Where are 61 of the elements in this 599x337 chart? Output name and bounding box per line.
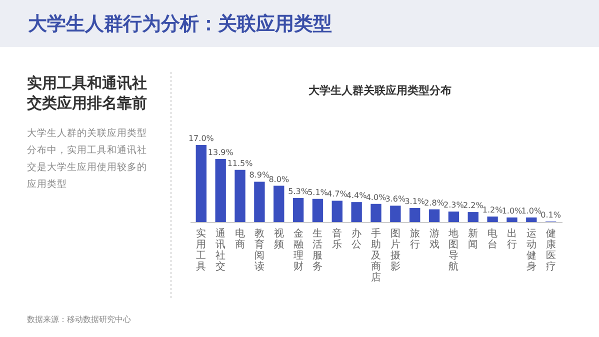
bar: [234, 170, 246, 222]
data-label: 2.8%: [424, 198, 445, 208]
data-label: 11.5%: [227, 158, 254, 168]
bar: [196, 145, 207, 222]
source-note: 数据来源：移动数据研究中心: [27, 315, 131, 324]
bar: [410, 208, 420, 222]
x-tick-label: 通讯社交: [216, 228, 226, 272]
text: 实用工具和通讯社交类应用排名靠前: [26, 74, 147, 112]
bar: [390, 206, 401, 222]
x-tick-label: 金融理财: [293, 228, 304, 272]
x-tick-label: 教育阅读: [254, 228, 264, 272]
bar: [526, 217, 537, 222]
data-label: 8.0%: [268, 174, 290, 184]
chart-title: 大学生人群行为分析：关联应用类型: [28, 13, 332, 35]
bar: [428, 209, 440, 222]
data-label: 0.1%: [540, 210, 562, 220]
data-label: 4.7%: [326, 190, 348, 199]
data-label: 17.0%: [188, 134, 214, 143]
bar: [292, 198, 304, 222]
data-label: 1.0%: [521, 206, 542, 216]
bar: [274, 186, 284, 222]
x-tick-label: 旅行: [410, 228, 420, 250]
x-tick-label: 运动健身: [526, 228, 536, 272]
bar: [370, 204, 382, 222]
x-tick-label: 办公: [352, 228, 362, 250]
x-tick-label: 地图导航: [448, 228, 459, 272]
data-label: 2.3%: [444, 200, 464, 210]
x-tick-label: 新闻: [468, 228, 478, 250]
bar: [312, 198, 324, 222]
x-tick-label: 出行: [506, 228, 517, 250]
data-label: 5.1%: [308, 188, 328, 197]
chart-subtitle: 大学生人群关联应用类型分布: [308, 84, 452, 97]
x-tick-label: 实用工具: [196, 228, 206, 272]
data-label: 4.0%: [366, 192, 387, 202]
data-label: 3.6%: [385, 194, 406, 204]
x-tick-label: 手助及商店: [371, 228, 381, 284]
x-tick-label: 视频: [274, 228, 284, 250]
x-tick-label: 电台: [488, 228, 498, 250]
data-label: 8.9%: [249, 170, 270, 180]
x-tick-label: 图片摄影: [390, 228, 400, 272]
bar: [468, 212, 478, 222]
data-label: 5.3%: [288, 186, 309, 196]
text: 大学生人群的关联应用类型分布中，实用工具和通讯社交是大学生应用使用较多的应用类型: [27, 127, 147, 190]
bar: [254, 182, 265, 222]
bar: [332, 200, 342, 222]
x-tick-label: 电商: [235, 228, 246, 250]
bar: [487, 216, 498, 222]
data-label: 3.1%: [404, 196, 426, 206]
data-label: 2.2%: [462, 201, 484, 210]
x-tick-label: 音乐: [332, 228, 342, 250]
data-label: 1.0%: [502, 206, 523, 216]
data-label: 13.9%: [208, 148, 234, 158]
data-label: 4.4%: [346, 191, 368, 200]
x-tick-label: 生活服务: [312, 228, 323, 272]
bar: [351, 202, 362, 222]
data-label: 1.2%: [482, 206, 504, 215]
bar: [215, 159, 226, 222]
bar: [448, 212, 460, 222]
bar: [506, 217, 518, 222]
x-tick-label: 健康医疗: [546, 228, 556, 272]
x-tick-label: 游戏: [429, 228, 440, 250]
